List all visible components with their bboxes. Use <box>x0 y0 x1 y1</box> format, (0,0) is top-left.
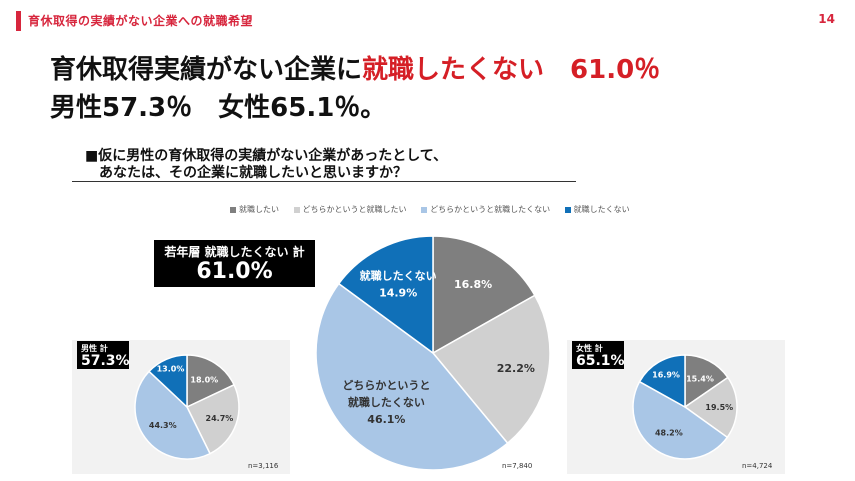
pie-total-slice-1 <box>432 235 536 355</box>
headline-highlight: 就職したくない 61.0％ <box>362 55 661 85</box>
legend-item-3: どちらかというと就職したくない <box>430 205 551 214</box>
headline: 育休取得実績がない企業に就職したくない 61.0％ 男性57.3％ 女性65.1… <box>50 51 660 127</box>
youth-callout: 若年層 就職したくない 計 61.0% <box>154 240 315 287</box>
pie-female-label-1: 15.4% <box>686 374 714 383</box>
male-title: 男性 計 <box>81 344 108 353</box>
pie-male-label-3: 44.3% <box>149 421 177 430</box>
legend-swatch-1 <box>230 206 236 213</box>
pie-total-label-4-line-1: 就職したくない <box>360 268 437 282</box>
legend-item-1: 就職したい <box>239 205 279 214</box>
female-sample-size: n=4,724 <box>742 462 773 470</box>
total-sample-size: n=7,840 <box>502 462 533 470</box>
pie-male-slice-1 <box>186 354 236 409</box>
pie-total-label-1: 16.8% <box>454 278 492 291</box>
pie-female-label-3: 48.2% <box>655 428 683 437</box>
pie-female-label-2: 19.5% <box>705 403 733 412</box>
pie-male-slice-3 <box>134 370 212 460</box>
page-number: 14 <box>818 12 835 26</box>
pie-male-slice-4 <box>148 354 188 409</box>
headline-prefix: 育休取得実績がない企業に <box>50 55 363 85</box>
pie-total: 16.8%22.2%どちらかというと就職したくない46.1%就職したくない14.… <box>315 235 551 471</box>
pie-total-label-3-line-2: 就職したくない <box>348 395 425 409</box>
female-total-value: 65.1% <box>576 353 625 369</box>
male-sample-size: n=3,116 <box>248 462 279 470</box>
pie-total-label-3-line-3: 46.1% <box>367 413 405 426</box>
survey-question: ■仮に男性の育休取得の実績がない企業があったとして、 あなたは、その企業に就職し… <box>85 148 447 182</box>
pie-female: 15.4% 19.5% 48.2% 16.9% <box>632 354 738 460</box>
pie-male-slice-2 <box>185 383 240 455</box>
pie-total-label-3-line-1: どちらかというと <box>342 379 430 392</box>
legend-item-4: 就職したくない <box>573 205 630 214</box>
female-title: 女性 計 <box>576 344 603 353</box>
legend-item-2: どちらかというと就職したい <box>302 205 407 214</box>
legend-swatch-2 <box>293 206 300 213</box>
pie-total-slice-4 <box>337 235 434 355</box>
pie-total-slice-3 <box>315 282 509 471</box>
question-line-2: あなたは、その企業に就職したいと思いますか？ <box>99 165 407 181</box>
pie-female-slice-2 <box>683 376 738 439</box>
pie-total-label-4-line-2: 14.9% <box>379 286 417 299</box>
pie-male-label-4: 13.0% <box>157 365 185 374</box>
headline-line-1: 育休取得実績がない企業に就職したくない 61.0％ <box>50 51 660 89</box>
legend-swatch-4 <box>564 206 571 213</box>
pie-female-slice-1 <box>684 354 729 409</box>
male-total-value: 57.3% <box>81 353 130 369</box>
chart-legend: 就職したい どちらかというと就職したい どちらかというと就職したくない 就職した… <box>218 204 630 215</box>
callout-value: 61.0% <box>196 259 273 284</box>
headline-line-2: 男性57.3％ 女性65.1％。 <box>50 93 387 123</box>
legend-swatch-3 <box>421 206 428 213</box>
pie-total-label-2: 22.2% <box>497 362 535 375</box>
header-accent-bar <box>16 11 21 31</box>
pie-female-label-4: 16.9% <box>652 371 680 380</box>
pie-female-slice-3 <box>632 380 729 460</box>
pie-total-slice-2 <box>431 294 551 445</box>
female-total-label: 女性 計 65.1% <box>572 341 625 369</box>
callout-label: 若年層 就職したくない 計 <box>164 245 305 259</box>
pie-male-label-1: 18.0% <box>190 376 218 385</box>
male-total-label: 男性 計 57.3% <box>77 341 130 369</box>
page-header-title: 育休取得の実績がない企業への就職希望 <box>28 14 254 28</box>
pie-male-label-2: 24.7% <box>206 414 234 423</box>
question-line-1: ■仮に男性の育休取得の実績がない企業があったとして、 <box>85 148 448 164</box>
pie-female-slice-4 <box>638 354 686 409</box>
pie-male: 18.0% 24.7% 44.3% 13.0% <box>134 354 240 460</box>
question-underline <box>72 181 576 182</box>
